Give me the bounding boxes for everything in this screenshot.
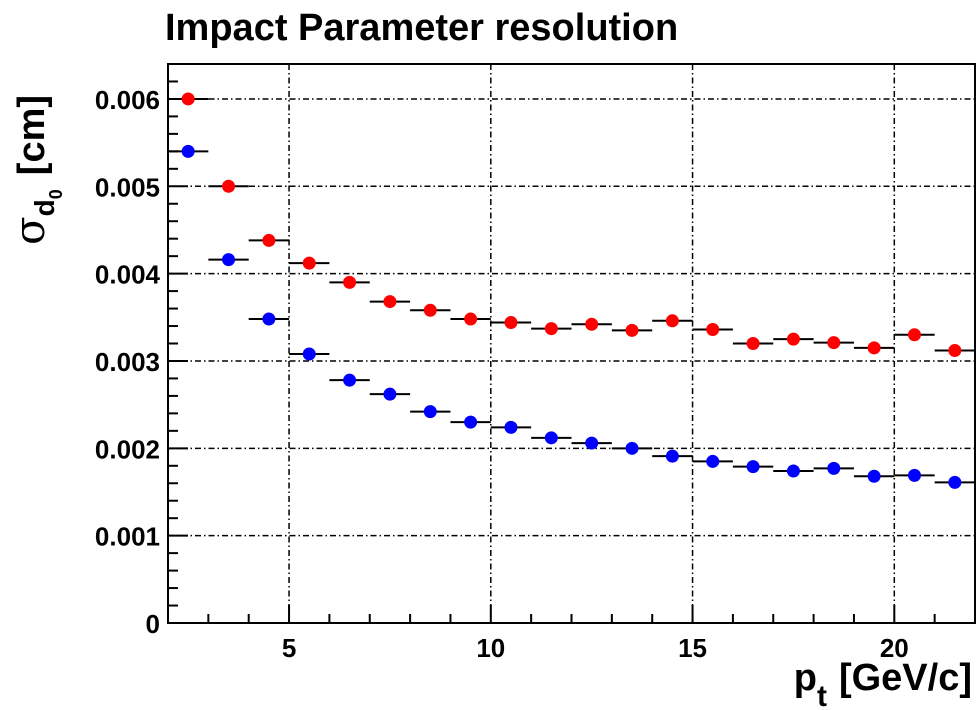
- data-point: [665, 449, 679, 463]
- data-point: [262, 312, 276, 326]
- data-point: [464, 312, 478, 326]
- data-point: [867, 341, 881, 355]
- data-point: [786, 464, 800, 478]
- data-point: [302, 256, 316, 270]
- data-point: [544, 322, 558, 336]
- series-group: [168, 92, 975, 357]
- data-point: [907, 468, 921, 482]
- grid-lines: [168, 64, 975, 623]
- x-tick-label: 20: [880, 633, 909, 663]
- x-axis-label-sub: t: [817, 680, 827, 710]
- data-point: [585, 436, 599, 450]
- data-point: [181, 144, 195, 158]
- data-point: [423, 405, 437, 419]
- data-point: [746, 460, 760, 474]
- axis-ticks: [167, 63, 976, 624]
- y-axis-label-subsub: 0: [46, 189, 66, 199]
- data-point: [625, 441, 639, 455]
- data-point: [907, 328, 921, 342]
- y-tick-labels: 0 0.001 0.002 0.003 0.004 0.005 0.006: [95, 85, 161, 639]
- data-point: [504, 316, 518, 330]
- data-point: [746, 337, 760, 350]
- x-tick-labels: 5 10 15 20: [282, 633, 909, 663]
- data-point: [544, 431, 558, 445]
- y-tick-label: 0.001: [95, 522, 160, 552]
- data-point: [504, 420, 518, 434]
- x-tick-label: 15: [678, 633, 707, 663]
- y-tick-label: 0.004: [95, 260, 161, 290]
- data-point: [343, 275, 357, 289]
- y-axis-label-unit: [cm]: [11, 95, 53, 175]
- x-axis-label-main: p: [794, 657, 817, 699]
- data-point: [827, 336, 841, 350]
- data-point: [302, 347, 316, 361]
- x-axis-label: pt [GeV/c]: [794, 657, 972, 710]
- chart-title: Impact Parameter resolution: [165, 7, 678, 49]
- data-point: [867, 469, 881, 483]
- data-point: [948, 475, 962, 489]
- data-point: [786, 332, 800, 346]
- y-tick-label: 0: [146, 609, 160, 639]
- x-tick-label: 5: [282, 633, 296, 663]
- data-point: [181, 92, 195, 106]
- data-point: [948, 343, 962, 357]
- data-point: [383, 387, 397, 401]
- data-point: [585, 317, 599, 331]
- y-tick-label: 0.003: [95, 347, 160, 377]
- data-point: [706, 323, 720, 337]
- y-tick-label: 0.005: [95, 172, 160, 202]
- data-point: [706, 454, 720, 468]
- data-point: [343, 373, 357, 387]
- data-series: [168, 92, 975, 489]
- data-point: [222, 179, 236, 193]
- series-group: [168, 144, 975, 489]
- x-tick-label: 10: [476, 633, 505, 663]
- y-axis-label: σd0 [cm]: [5, 95, 66, 245]
- y-tick-label: 0.002: [95, 434, 160, 464]
- y-axis-label-symbol: σ: [5, 216, 54, 245]
- x-axis-label-unit: [GeV/c]: [839, 657, 972, 699]
- data-point: [222, 253, 236, 267]
- data-point: [625, 323, 639, 337]
- data-point: [262, 233, 276, 247]
- data-point: [464, 415, 478, 429]
- y-tick-label: 0.006: [95, 85, 160, 115]
- y-axis-label-sub: d: [29, 199, 60, 216]
- data-point: [665, 314, 679, 328]
- data-point: [383, 295, 397, 309]
- data-point: [423, 303, 437, 317]
- data-point: [827, 461, 841, 475]
